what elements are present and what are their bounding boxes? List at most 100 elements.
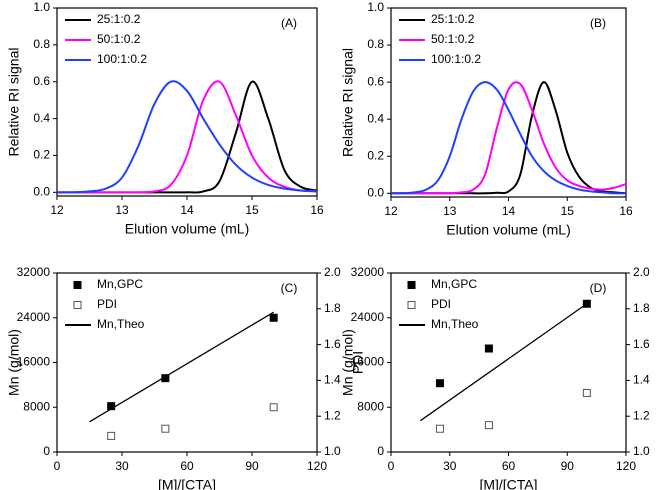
legend-label: 25:1:0.2 [97, 12, 141, 26]
plot-frame [56, 272, 318, 453]
y-tick-label: 0.8 [33, 37, 50, 51]
point [269, 313, 278, 322]
x-tick-label: 30 [443, 459, 457, 473]
legend-label: 50:1:0.2 [431, 32, 475, 46]
x-tick-label: 60 [180, 459, 194, 473]
legend-label: 50:1:0.2 [97, 32, 141, 46]
x-tick-label: 0 [388, 459, 395, 473]
y-tick-label: 0.2 [367, 148, 384, 162]
y-tick-label: 24000 [17, 310, 51, 324]
y-axis-label: Relative RI signal [6, 48, 22, 157]
plot-frame [390, 7, 627, 198]
legend-swatch [73, 281, 82, 289]
x-tick-label: 15 [245, 203, 259, 217]
legend-label: Mn,Theo [431, 317, 479, 331]
panel-label: (C) [281, 281, 298, 295]
y2-tick-label: 1.4 [633, 373, 650, 387]
y-tick-label: 8000 [357, 399, 384, 413]
x-tick-label: 12 [384, 204, 398, 218]
y-tick-label: 0.8 [367, 37, 384, 51]
y2-tick-label: 1.8 [324, 301, 341, 315]
y-tick-label: 16000 [17, 355, 51, 369]
y2-tick-label: 2.0 [324, 265, 341, 279]
y-tick-label: 0.4 [33, 111, 50, 125]
legend-label: Mn,GPC [431, 277, 477, 291]
x-tick-label: 120 [616, 459, 636, 473]
trace [390, 81, 627, 195]
x-axis-label: [M]/[CTA] [158, 477, 216, 490]
panel-label: (B) [590, 16, 606, 30]
y2-tick-label: 1.6 [324, 337, 341, 351]
legend-label: PDI [431, 297, 451, 311]
y-tick-label: 0 [377, 444, 384, 458]
point [269, 403, 278, 412]
trace [390, 81, 627, 195]
x-tick-label: 120 [307, 459, 327, 473]
fit-line [420, 303, 588, 422]
legend-label: PDI [97, 297, 117, 311]
y2-tick-label: 1.6 [633, 337, 650, 351]
x-axis-label: Elution volume (mL) [125, 221, 250, 237]
y-tick-label: 0.0 [33, 184, 50, 198]
point [484, 344, 493, 353]
x-tick-label: 90 [561, 459, 575, 473]
point [484, 421, 493, 430]
y-tick-label: 1.0 [33, 0, 50, 14]
y-tick-label: 0.0 [367, 185, 384, 199]
y-axis-label: Mn (g/mol) [340, 329, 356, 396]
legend-label: 100:1:0.2 [97, 52, 147, 66]
y-tick-label: 0.4 [367, 111, 384, 125]
panel-label: (D) [590, 281, 607, 295]
x-tick-label: 60 [502, 459, 516, 473]
x-tick-label: 15 [561, 204, 575, 218]
y-axis-label: Relative RI signal [340, 48, 356, 157]
panel-label: (A) [281, 16, 297, 30]
trace [57, 80, 318, 194]
y2-axis-label: PDI [350, 351, 366, 374]
y-tick-label: 0.6 [33, 74, 50, 88]
x-tick-label: 16 [310, 203, 324, 217]
x-tick-label: 30 [115, 459, 129, 473]
point [161, 424, 170, 433]
x-axis-label: Elution volume (mL) [446, 222, 571, 238]
legend-label: 100:1:0.2 [431, 52, 481, 66]
point [582, 388, 591, 397]
y2-tick-label: 1.0 [633, 444, 650, 458]
x-tick-label: 14 [180, 203, 194, 217]
x-tick-label: 16 [619, 204, 633, 218]
point [107, 431, 116, 440]
y2-tick-label: 2.0 [633, 265, 650, 279]
y-axis-label: Mn (g/mol) [6, 329, 22, 396]
trace [57, 80, 318, 194]
legend-label: 25:1:0.2 [431, 12, 475, 26]
y-tick-label: 0.2 [33, 148, 50, 162]
x-tick-label: 12 [50, 203, 64, 217]
legend-swatch [407, 281, 416, 289]
y2-tick-label: 1.0 [324, 444, 341, 458]
fit-line [89, 311, 274, 423]
y-tick-label: 1.0 [367, 0, 384, 14]
x-axis-label: [M]/[CTA] [479, 477, 537, 490]
y-tick-label: 32000 [17, 265, 51, 279]
legend-swatch [407, 301, 416, 309]
y2-tick-label: 1.2 [324, 408, 341, 422]
trace [56, 80, 318, 194]
y2-tick-label: 1.2 [633, 408, 650, 422]
y-tick-label: 8000 [23, 399, 50, 413]
y2-tick-label: 1.8 [633, 301, 650, 315]
x-tick-label: 13 [443, 204, 457, 218]
point [435, 379, 444, 388]
y-tick-label: 24000 [351, 310, 385, 324]
y2-tick-label: 1.4 [324, 373, 341, 387]
x-tick-label: 0 [54, 459, 61, 473]
x-tick-label: 14 [502, 204, 516, 218]
y-tick-label: 0 [43, 444, 50, 458]
plot-frame [56, 7, 318, 197]
legend-swatch [73, 301, 82, 309]
legend-label: Mn,Theo [97, 317, 145, 331]
legend-label: Mn,GPC [97, 277, 143, 291]
x-tick-label: 13 [115, 203, 129, 217]
y-tick-label: 16000 [351, 355, 385, 369]
y-tick-label: 0.6 [367, 74, 384, 88]
